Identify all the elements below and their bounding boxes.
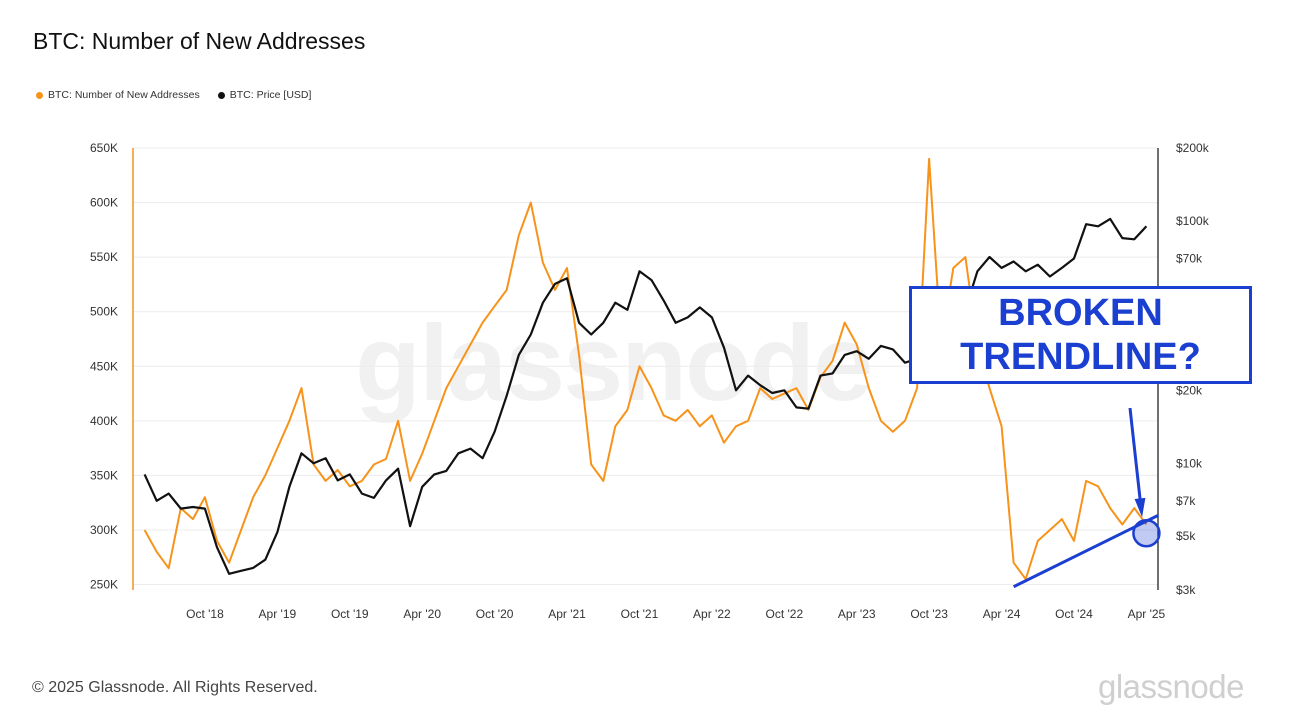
x-tick-label: Apr '23 bbox=[838, 607, 876, 621]
x-tick-label: Oct '18 bbox=[186, 607, 224, 621]
copyright-footer: © 2025 Glassnode. All Rights Reserved. bbox=[32, 679, 318, 696]
chart-title: BTC: Number of New Addresses bbox=[33, 28, 366, 54]
x-tick-label: Apr '24 bbox=[983, 607, 1021, 621]
x-tick-label: Oct '22 bbox=[765, 607, 803, 621]
legend-swatch-orange bbox=[36, 91, 43, 99]
x-tick-label: Apr '22 bbox=[693, 607, 731, 621]
left-tick-label: 450K bbox=[90, 359, 118, 373]
callout-line-1: BROKEN bbox=[998, 292, 1163, 334]
x-tick-label: Apr '19 bbox=[259, 607, 297, 621]
x-tick-label: Apr '21 bbox=[548, 607, 586, 621]
left-tick-label: 500K bbox=[90, 305, 118, 319]
left-tick-label: 250K bbox=[90, 578, 118, 592]
left-tick-label: 650K bbox=[90, 141, 118, 155]
right-tick-label: $3k bbox=[1176, 583, 1196, 597]
x-tick-label: Oct '21 bbox=[621, 607, 659, 621]
right-tick-label: $70k bbox=[1176, 251, 1203, 265]
right-tick-label: $5k bbox=[1176, 529, 1196, 543]
x-tick-label: Oct '23 bbox=[910, 607, 948, 621]
legend-item-price[interactable]: BTC: Price [USD] bbox=[217, 89, 312, 101]
right-tick-label: $200k bbox=[1176, 141, 1210, 155]
x-tick-label: Oct '24 bbox=[1055, 607, 1093, 621]
legend-label-new-addresses: BTC: Number of New Addresses bbox=[48, 89, 200, 101]
left-tick-label: 550K bbox=[90, 250, 118, 264]
legend-item-new-addresses[interactable]: BTC: Number of New Addresses bbox=[36, 89, 200, 101]
x-tick-label: Apr '20 bbox=[403, 607, 441, 621]
series-line-price bbox=[143, 217, 1148, 575]
legend-label-price: BTC: Price [USD] bbox=[229, 89, 312, 101]
glassnode-logo: glassnode bbox=[1098, 668, 1244, 705]
legend: BTC: Number of New Addresses BTC: Price … bbox=[36, 89, 311, 101]
x-tick-label: Oct '20 bbox=[476, 607, 514, 621]
left-tick-label: 300K bbox=[90, 523, 118, 537]
right-tick-label: $100k bbox=[1176, 214, 1210, 228]
left-tick-label: 400K bbox=[90, 414, 118, 428]
highlight-circle bbox=[1132, 518, 1161, 548]
callout-line-2: TRENDLINE? bbox=[960, 336, 1201, 378]
x-tick-label: Oct '19 bbox=[331, 607, 369, 621]
broken-trendline-callout: BROKEN TRENDLINE? bbox=[909, 286, 1252, 384]
right-tick-label: $7k bbox=[1176, 494, 1196, 508]
x-tick-label: Apr '25 bbox=[1128, 607, 1166, 621]
left-tick-label: 600K bbox=[90, 196, 118, 210]
arrow-head bbox=[1134, 497, 1146, 518]
right-tick-label: $20k bbox=[1176, 383, 1203, 397]
arrow-shaft bbox=[1128, 407, 1143, 512]
left-tick-label: 350K bbox=[90, 468, 118, 482]
right-tick-label: $10k bbox=[1176, 456, 1203, 470]
legend-swatch-black bbox=[217, 91, 225, 99]
